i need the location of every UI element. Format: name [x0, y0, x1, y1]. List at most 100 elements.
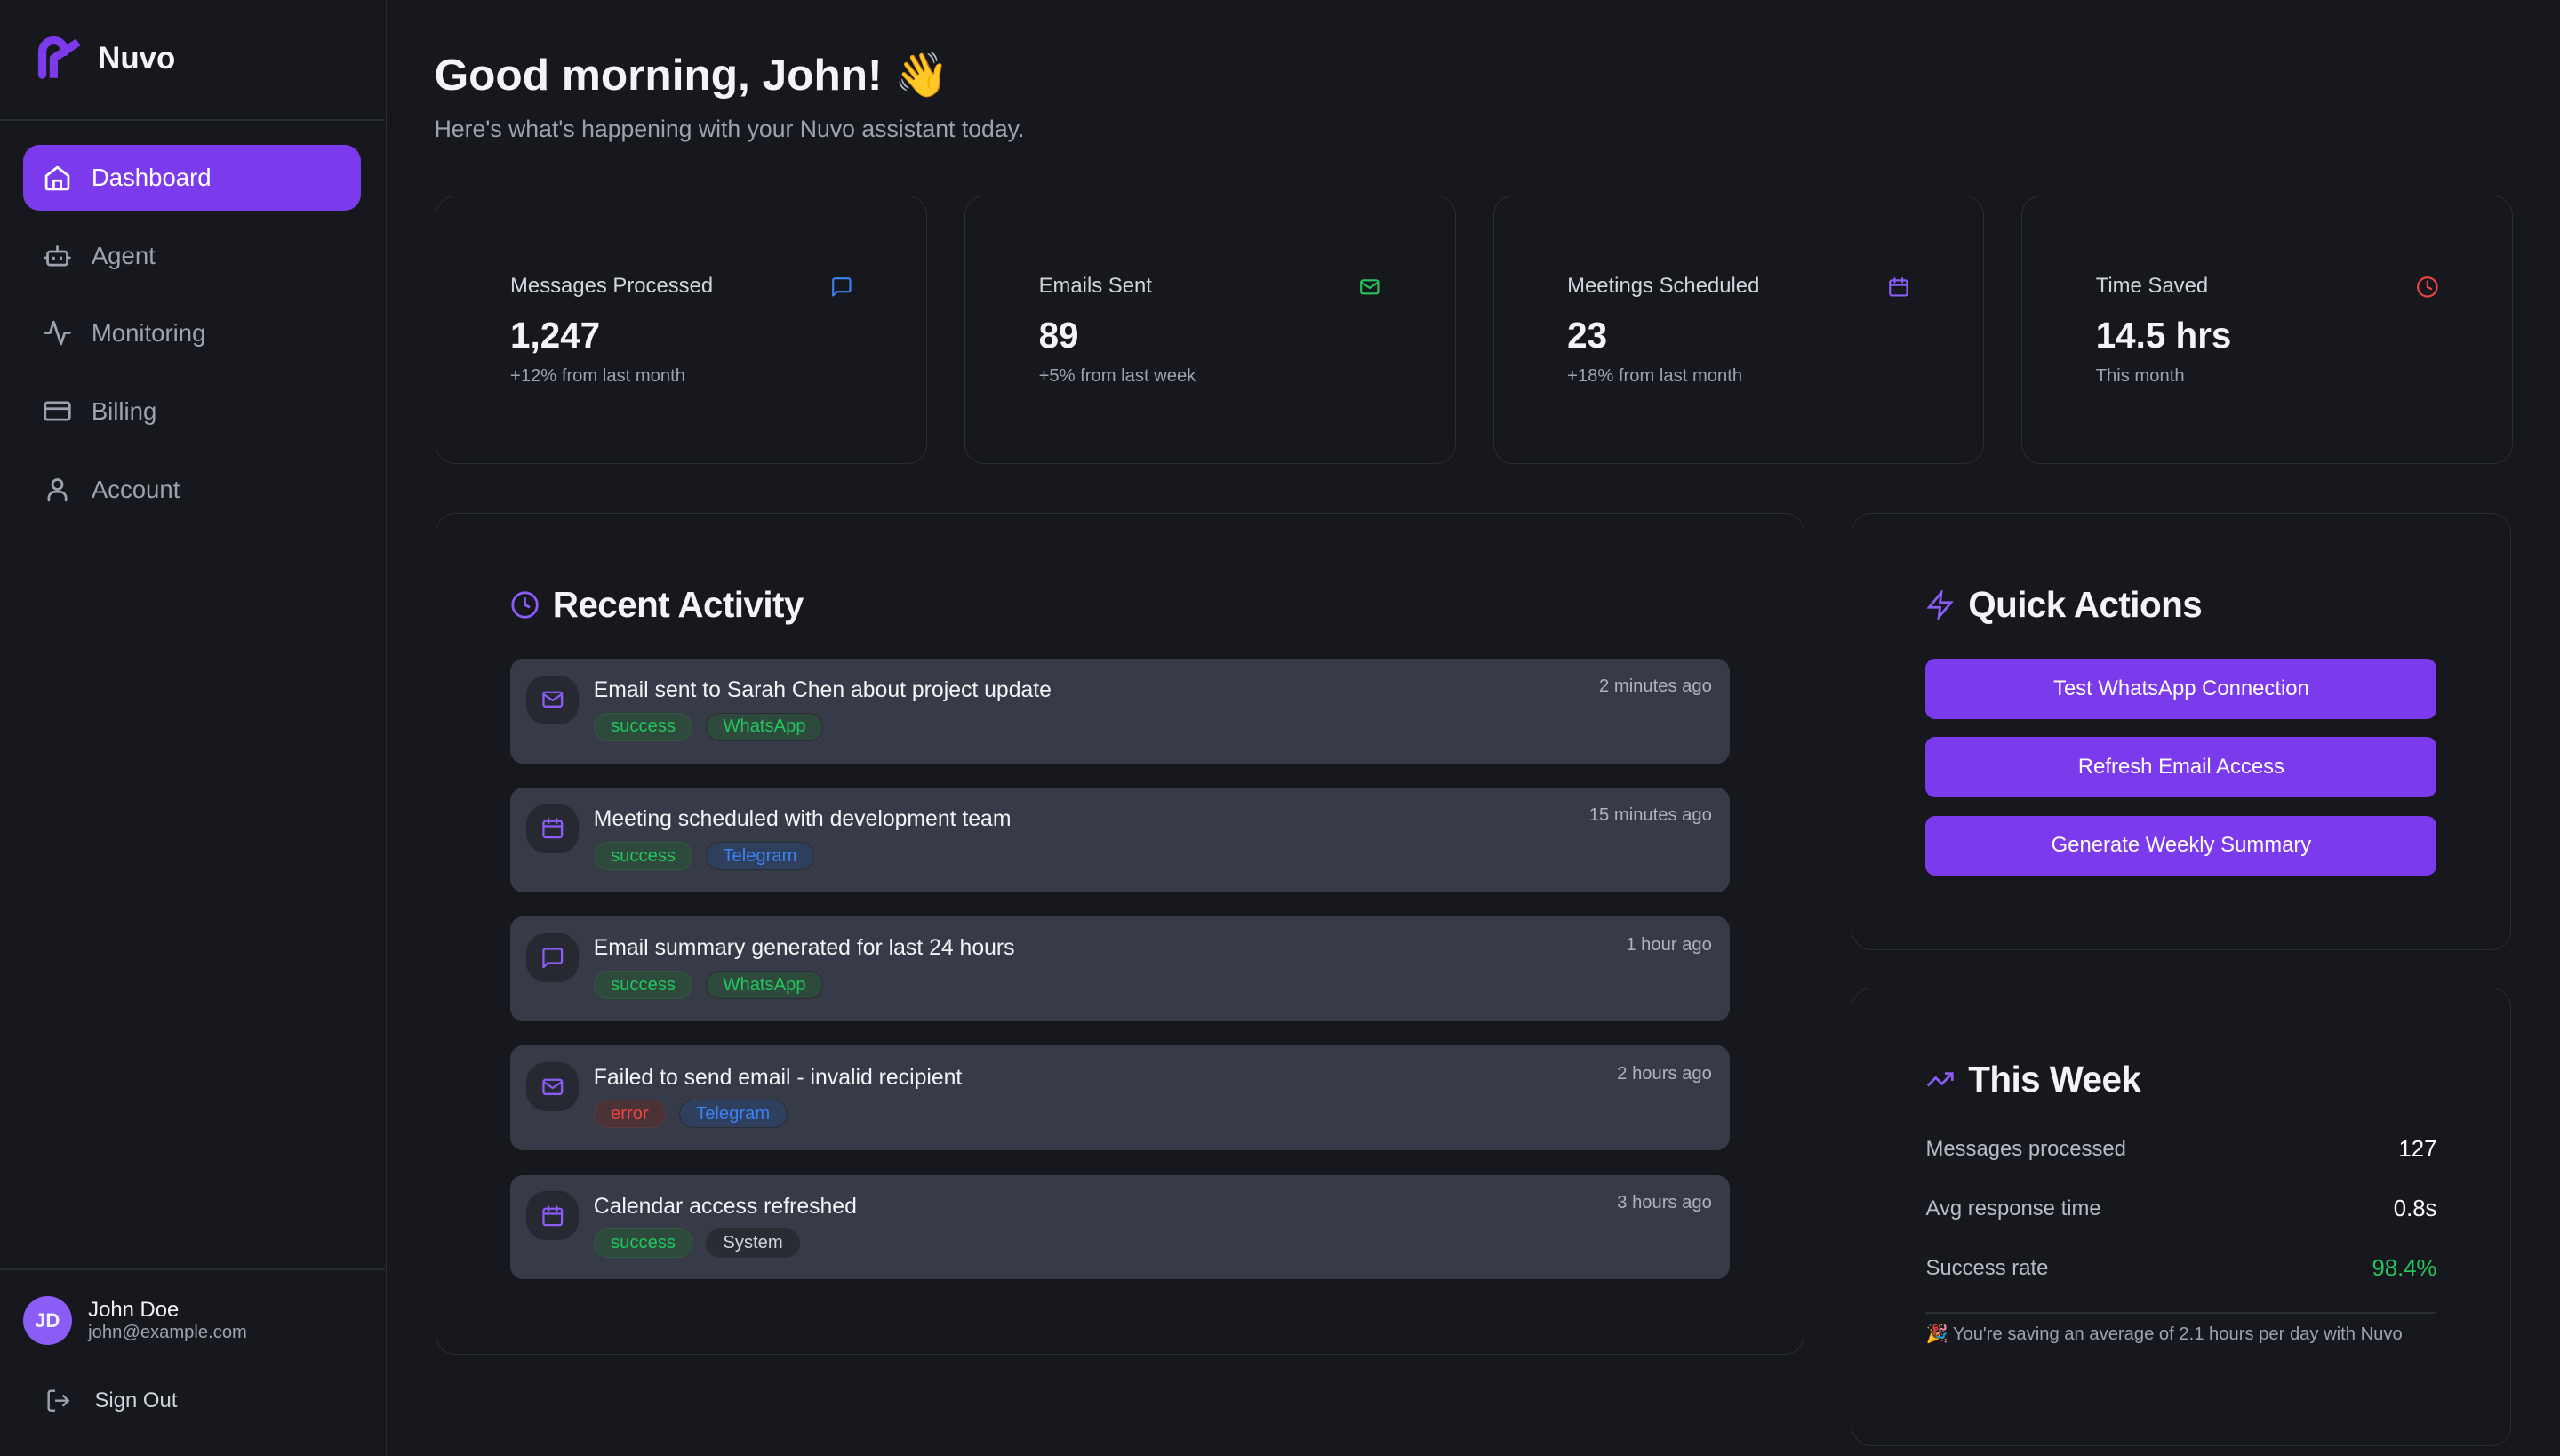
activity-time: 3 hours ago	[1617, 1192, 1712, 1212]
stat-card: Emails Sent 89 +5% from last week	[964, 196, 1456, 464]
divider	[0, 1268, 386, 1270]
status-badge: success	[593, 971, 693, 1000]
activity-icon	[44, 320, 71, 346]
user-email: john@example.com	[88, 1323, 247, 1343]
card-title: Recent Activity	[552, 583, 804, 625]
stat-card: Time Saved 14.5 hrs This month	[2021, 196, 2513, 464]
page-title: Good morning, John! 👋	[434, 50, 950, 100]
user-profile[interactable]: JD John Doe john@example.com	[22, 1296, 247, 1346]
stat-value: 23	[1567, 315, 1608, 356]
quick-action-button[interactable]: Refresh Email Access	[1925, 737, 2437, 798]
card-title: This Week	[1968, 1059, 2141, 1100]
channel-badge: Telegram	[706, 841, 814, 871]
week-stat-row: Messages processed 127	[1925, 1137, 2436, 1163]
week-stat-label: Success rate	[1925, 1256, 2049, 1281]
activity-text: Meeting scheduled with development team	[593, 807, 1012, 832]
logout-icon	[47, 1389, 70, 1412]
calendar-icon	[1889, 277, 1908, 297]
activity-item[interactable]: Email summary generated for last 24 hour…	[510, 916, 1731, 1021]
mail-icon	[1360, 279, 1380, 295]
sidebar-item-dashboard[interactable]: Dashboard	[22, 145, 361, 211]
stat-value: 14.5 hrs	[2095, 315, 2232, 356]
zap-icon	[1926, 589, 1955, 620]
page-subtitle: Here's what's happening with your Nuvo a…	[434, 116, 1025, 143]
sidebar-item-monitoring[interactable]: Monitoring	[23, 300, 361, 365]
avatar: JD	[22, 1296, 72, 1346]
trending-up-icon	[1927, 1072, 1955, 1087]
status-badge: error	[593, 1100, 667, 1129]
activity-item[interactable]: Meeting scheduled with development team 1…	[510, 788, 1731, 892]
divider	[1925, 1311, 2437, 1314]
quick-action-button[interactable]: Test WhatsApp Connection	[1925, 659, 2437, 720]
activity-text: Failed to send email - invalid recipient	[593, 1065, 963, 1090]
stat-label: Meetings Scheduled	[1567, 273, 1760, 298]
week-stat-label: Avg response time	[1925, 1196, 2101, 1221]
mail-icon	[542, 691, 564, 708]
stat-change: +5% from last week	[1038, 366, 1196, 387]
quick-actions-card: Quick Actions Test WhatsApp Connection Re…	[1851, 512, 2511, 950]
user-icon	[47, 478, 68, 502]
activity-text: Email summary generated for last 24 hour…	[593, 936, 1015, 961]
stat-value: 89	[1038, 315, 1079, 356]
activity-time: 15 minutes ago	[1588, 805, 1712, 826]
stat-value: 1,247	[510, 315, 601, 356]
sign-out-button[interactable]: Sign Out	[45, 1388, 177, 1413]
sidebar-item-label: Dashboard	[91, 164, 212, 192]
brand-name: Nuvo	[98, 41, 176, 76]
home-icon	[44, 165, 70, 190]
stat-card: Messages Processed 1,247 +12% from last mo…	[436, 196, 928, 464]
week-stat-value: 98.4%	[2372, 1256, 2437, 1282]
activity-text: Calendar access refreshed	[593, 1194, 857, 1219]
activity-item[interactable]: Calendar access refreshed 3 hours ago succ…	[510, 1174, 1731, 1280]
sidebar-item-agent[interactable]: Agent	[23, 224, 361, 289]
clock-icon	[2416, 276, 2438, 298]
week-stat-value: 127	[2398, 1137, 2437, 1163]
status-badge: success	[593, 1228, 693, 1258]
savings-note: 🎉 You're saving an average of 2.1 hours …	[1925, 1324, 2403, 1344]
stat-change: +18% from last month	[1567, 366, 1743, 387]
sidebar-item-label: Billing	[91, 396, 157, 425]
logo[interactable]: Nuvo	[37, 36, 175, 81]
stat-label: Emails Sent	[1038, 273, 1152, 298]
divider	[0, 119, 386, 121]
sidebar-item-account[interactable]: Account	[23, 457, 361, 522]
activity-text: Email sent to Sarah Chen about project u…	[593, 678, 1052, 703]
user-name: John Doe	[88, 1298, 180, 1323]
status-badge: success	[593, 841, 693, 871]
channel-badge: Telegram	[678, 1100, 788, 1129]
mail-icon	[542, 1078, 564, 1095]
sign-out-label: Sign Out	[94, 1388, 178, 1412]
activity-item[interactable]: Failed to send email - invalid recipient…	[510, 1045, 1731, 1151]
sidebar-item-label: Monitoring	[91, 318, 206, 347]
channel-badge: WhatsApp	[706, 971, 823, 1000]
sidebar-item-label: Agent	[91, 242, 156, 270]
calendar-icon	[542, 818, 564, 839]
sidebar-item-billing[interactable]: Billing	[23, 379, 361, 444]
recent-activity-card: Recent Activity Email sent to Sarah Chen…	[436, 512, 1804, 1356]
quick-action-button[interactable]: Generate Weekly Summary	[1925, 815, 2437, 876]
clock-icon	[511, 591, 539, 619]
week-stat-row: Avg response time 0.8s	[1925, 1196, 2436, 1222]
stat-change: This month	[2095, 366, 2185, 387]
activity-time: 2 hours ago	[1617, 1063, 1712, 1084]
message-icon	[832, 277, 852, 297]
message-icon	[542, 947, 564, 968]
nuvo-logo-icon	[38, 36, 81, 80]
week-stat-value: 0.8s	[2393, 1196, 2437, 1222]
activity-time: 2 minutes ago	[1599, 676, 1712, 697]
sidebar: Nuvo Dashboard Agent Monitoring Billing Acco…	[0, 0, 388, 1456]
week-stat-row: Success rate 98.4%	[1925, 1256, 2436, 1282]
channel-badge: WhatsApp	[706, 712, 823, 742]
status-badge: success	[593, 712, 693, 742]
stat-card: Meetings Scheduled 23 +18% from last month	[1492, 196, 1985, 464]
sidebar-item-label: Account	[91, 476, 180, 504]
activity-item[interactable]: Email sent to Sarah Chen about project u…	[510, 659, 1731, 764]
credit-card-icon	[44, 401, 71, 421]
bot-icon	[44, 244, 71, 267]
activity-time: 1 hour ago	[1626, 934, 1712, 955]
week-stat-label: Messages processed	[1925, 1137, 2126, 1162]
stat-label: Time Saved	[2095, 273, 2209, 298]
channel-badge: System	[706, 1228, 801, 1258]
stat-change: +12% from last month	[510, 366, 685, 387]
calendar-icon	[542, 1205, 564, 1226]
